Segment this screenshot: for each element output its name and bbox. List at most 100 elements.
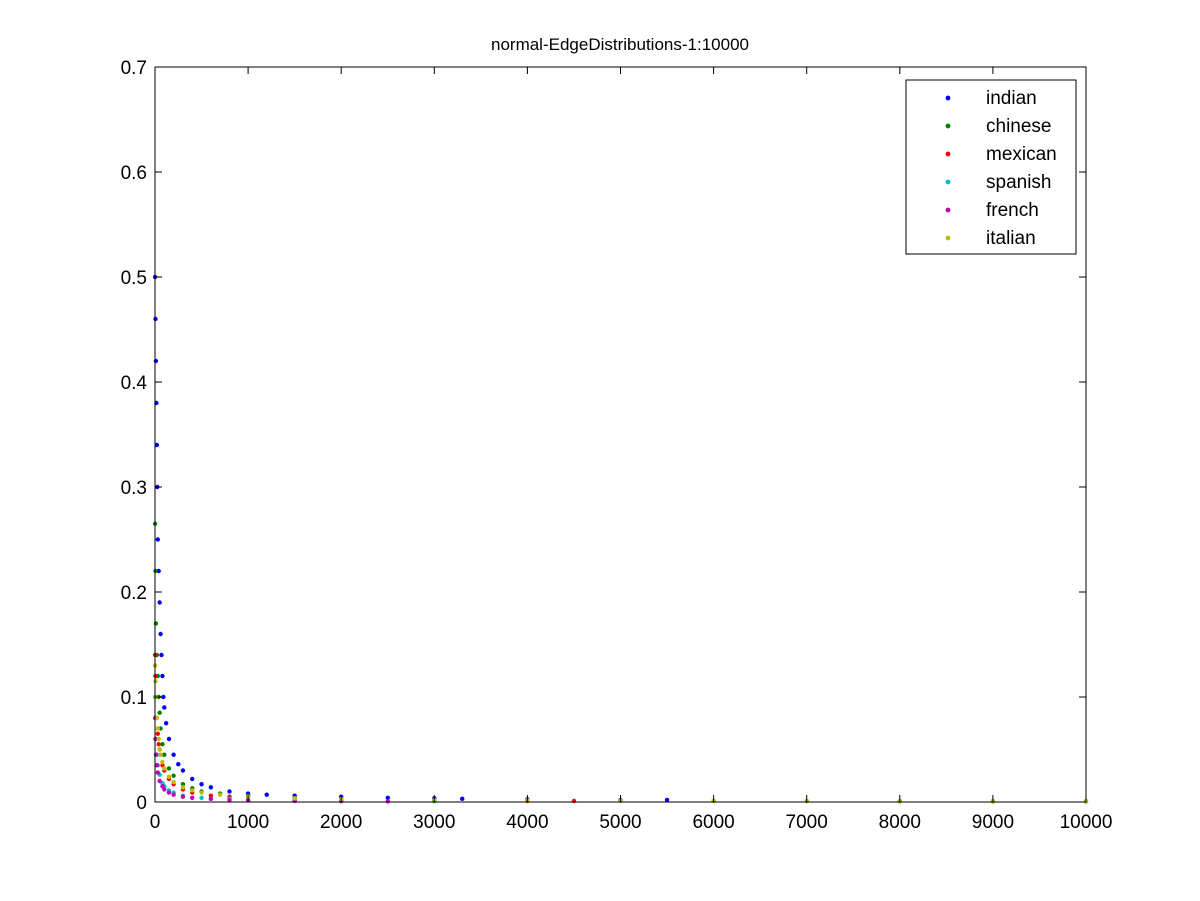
data-point [180, 785, 186, 790]
data-point [159, 652, 164, 658]
series-french [152, 715, 390, 804]
data-point [190, 795, 195, 800]
chart-title: normal-EdgeDistributions-1:10000 [491, 35, 749, 54]
data-point [158, 631, 163, 637]
data-point [156, 568, 161, 574]
data-point [154, 442, 160, 448]
data-point [166, 736, 172, 742]
data-point [180, 781, 186, 787]
data-point [155, 731, 160, 736]
legend-label: italian [986, 228, 1036, 249]
data-point [171, 773, 176, 778]
y-tick-label: 0.1 [121, 688, 147, 709]
y-tick-label: 0.7 [121, 58, 147, 79]
series-indian [152, 274, 670, 803]
series-chinese [152, 521, 1089, 804]
data-point [171, 779, 176, 785]
data-point [180, 768, 186, 773]
data-point [292, 796, 297, 801]
series-italian [152, 663, 1089, 804]
data-point [158, 752, 163, 757]
data-point [227, 789, 232, 794]
plot-points [152, 274, 1089, 804]
y-tick-label: 0.3 [121, 478, 147, 499]
x-tick-label: 10000 [1060, 812, 1113, 833]
data-point [160, 742, 165, 747]
x-tick-label: 9000 [972, 812, 1014, 833]
y-tick-label: 0.2 [121, 583, 147, 604]
legend-label: mexican [986, 144, 1057, 165]
legend-box [905, 79, 1077, 255]
data-point [157, 710, 162, 715]
data-point [264, 792, 269, 797]
data-point [199, 781, 204, 787]
x-tick-label: 6000 [692, 812, 734, 833]
data-point [154, 715, 160, 721]
series-spanish [152, 694, 437, 804]
data-point [163, 721, 169, 726]
data-point [208, 793, 214, 798]
data-point [153, 358, 159, 364]
data-point [155, 726, 160, 731]
data-point [153, 621, 159, 626]
data-point [199, 790, 204, 795]
data-point [160, 759, 165, 765]
data-point [199, 795, 204, 800]
data-point [157, 747, 162, 752]
x-tick-label: 0 [150, 812, 161, 833]
data-point [162, 752, 167, 757]
x-tick-label: 7000 [786, 812, 828, 833]
data-point [166, 790, 172, 795]
data-point [208, 796, 214, 802]
legend: indian chinese mexican spanish french italian [905, 79, 1077, 255]
data-point [161, 694, 166, 700]
series-mexican [152, 652, 577, 804]
legend-marker [945, 95, 951, 101]
data-point [157, 778, 162, 784]
y-tick-label: 0.4 [121, 373, 148, 394]
data-point [153, 752, 159, 757]
x-tick-label: 4000 [506, 812, 548, 833]
data-point [208, 785, 214, 790]
data-point [385, 799, 390, 804]
data-point [227, 797, 232, 803]
x-tick-label: 5000 [599, 812, 641, 833]
data-point [171, 792, 176, 797]
y-tick-label: 0 [136, 793, 147, 814]
data-point [385, 795, 390, 800]
data-point [162, 766, 167, 771]
data-point [157, 600, 162, 605]
legend-marker [945, 179, 951, 185]
legend-marker [945, 123, 951, 129]
data-point [166, 766, 172, 771]
data-point [162, 787, 167, 792]
data-point [664, 797, 670, 803]
x-tick-label: 1000 [227, 812, 269, 833]
legend-marker [945, 151, 951, 157]
legend-label: french [986, 200, 1039, 221]
legend-label: chinese [986, 116, 1052, 137]
data-point [156, 742, 161, 747]
y-tick-label: 0.5 [121, 268, 147, 289]
legend-marker [945, 207, 951, 213]
data-point [460, 796, 465, 802]
data-point [155, 770, 160, 775]
x-tick-label: 8000 [879, 812, 921, 833]
data-point [171, 752, 176, 757]
data-point [166, 774, 172, 779]
data-point [190, 788, 195, 793]
data-point [217, 792, 223, 797]
y-tick-label: 0.6 [121, 163, 147, 184]
x-tick-label: 3000 [413, 812, 455, 833]
data-point [190, 776, 195, 782]
data-point [180, 794, 186, 799]
data-point [156, 736, 161, 742]
legend-label: spanish [986, 172, 1052, 193]
data-point [162, 705, 167, 710]
x-tick-label: 2000 [320, 812, 362, 833]
data-point [155, 537, 160, 542]
legend-label: indian [986, 88, 1037, 109]
axis-ticks: 0 1000 2000 3000 4000 5000 6000 7000 8000 9000 100… [121, 58, 1113, 833]
data-point [160, 673, 165, 679]
